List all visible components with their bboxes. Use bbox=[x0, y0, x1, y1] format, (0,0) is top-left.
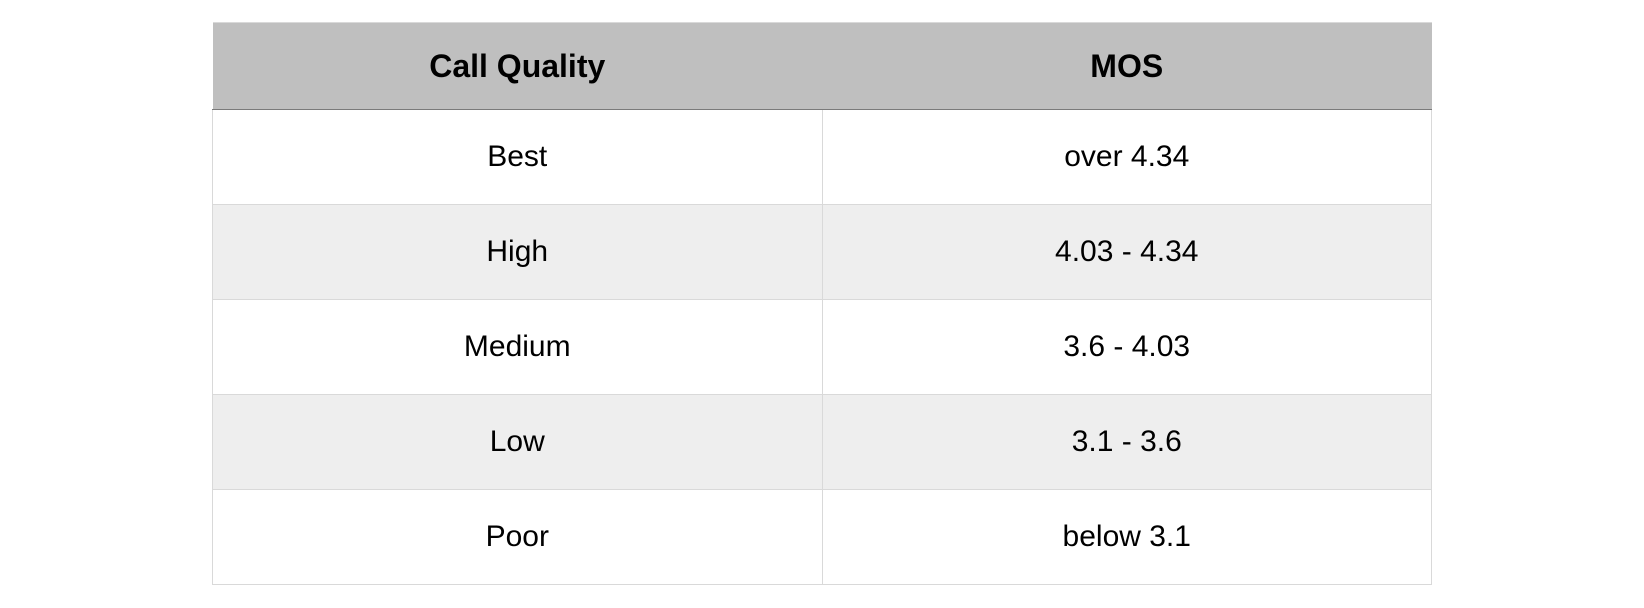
cell-quality: Best bbox=[213, 110, 823, 205]
cell-mos: 4.03 - 4.34 bbox=[822, 205, 1432, 300]
mos-table: Call Quality MOS Best over 4.34 High 4.0… bbox=[212, 22, 1432, 585]
col-header-mos: MOS bbox=[822, 23, 1432, 110]
cell-quality: Poor bbox=[213, 490, 823, 585]
cell-quality: Low bbox=[213, 395, 823, 490]
table-header: Call Quality MOS bbox=[213, 23, 1432, 110]
cell-quality: Medium bbox=[213, 300, 823, 395]
table-row: Low 3.1 - 3.6 bbox=[213, 395, 1432, 490]
table-body: Best over 4.34 High 4.03 - 4.34 Medium 3… bbox=[213, 110, 1432, 585]
cell-mos: below 3.1 bbox=[822, 490, 1432, 585]
cell-mos: 3.6 - 4.03 bbox=[822, 300, 1432, 395]
page-root: Call Quality MOS Best over 4.34 High 4.0… bbox=[0, 0, 1644, 608]
table-row: High 4.03 - 4.34 bbox=[213, 205, 1432, 300]
cell-mos: over 4.34 bbox=[822, 110, 1432, 205]
table-row: Best over 4.34 bbox=[213, 110, 1432, 205]
col-header-call-quality: Call Quality bbox=[213, 23, 823, 110]
cell-quality: High bbox=[213, 205, 823, 300]
table-row: Poor below 3.1 bbox=[213, 490, 1432, 585]
cell-mos: 3.1 - 3.6 bbox=[822, 395, 1432, 490]
table-row: Medium 3.6 - 4.03 bbox=[213, 300, 1432, 395]
